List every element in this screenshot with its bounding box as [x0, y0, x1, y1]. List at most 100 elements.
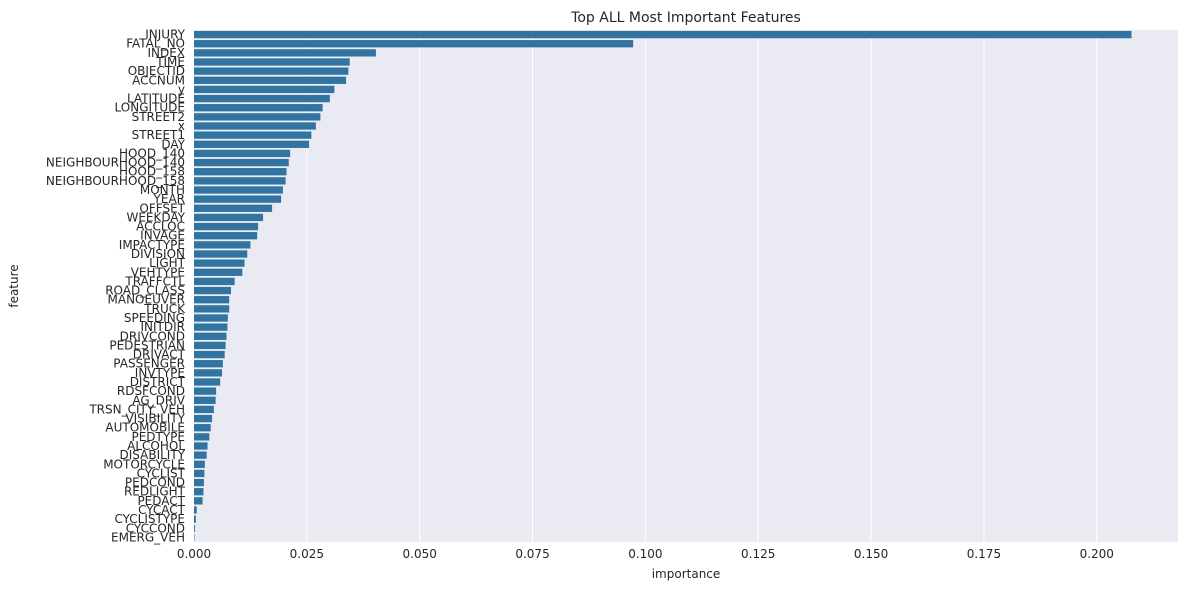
x-axis-label: importance	[652, 567, 721, 581]
category-label: CYCCOND	[126, 521, 185, 535]
category-label: RDSFCOND	[117, 384, 185, 398]
bar	[194, 168, 287, 176]
bar	[194, 177, 286, 185]
category-label: TRSN_CITY_VEH	[88, 402, 185, 416]
bar	[194, 67, 349, 75]
category-label: INVTYPE	[135, 366, 185, 380]
bar	[194, 94, 330, 103]
bar	[194, 350, 225, 359]
category-label: ACCNUM	[132, 73, 185, 87]
bar	[194, 158, 289, 167]
bar	[194, 277, 235, 286]
bar	[194, 378, 221, 386]
category-label: OBJECTID	[128, 64, 185, 78]
bar	[194, 478, 204, 487]
bar	[194, 369, 222, 377]
bar	[194, 140, 310, 148]
category-label: AUTOMOBILE	[105, 421, 185, 435]
category-label: PEDTYPE	[131, 430, 185, 444]
bar	[194, 451, 207, 459]
category-label: NEIGHBOURHOOD_158	[46, 174, 185, 188]
category-label: LONGITUDE	[115, 101, 185, 115]
bar	[194, 232, 258, 240]
bar	[194, 131, 312, 139]
category-label: LIGHT	[149, 256, 186, 270]
category-label: STREET2	[132, 110, 185, 124]
category-label: PEDESTRIAN	[109, 338, 185, 352]
category-label: STREET1	[132, 128, 185, 142]
bar	[194, 76, 347, 84]
category-label: TRAFFCTL	[124, 274, 185, 288]
bar	[194, 323, 228, 331]
category-label: DISTRICT	[130, 375, 186, 389]
bar	[194, 360, 223, 368]
bar	[194, 433, 210, 441]
bar	[194, 296, 230, 304]
x-tick-label: 0.025	[290, 547, 324, 561]
category-label: DIVISION	[131, 247, 185, 261]
plot-background	[194, 30, 1178, 542]
category-label: DRIVACT	[133, 348, 186, 362]
bar	[194, 85, 335, 94]
x-tick-label: 0.000	[177, 547, 211, 561]
category-label: ACCLOC	[136, 220, 185, 234]
category-label: OFFSET	[139, 201, 185, 215]
bar	[194, 424, 211, 432]
category-label: DAY	[161, 137, 185, 151]
x-tick-label: 0.100	[628, 547, 662, 561]
bar	[194, 104, 323, 112]
category-label: MANOEUVER	[108, 293, 185, 307]
bar	[194, 414, 213, 423]
y-axis-label: feature	[7, 264, 21, 307]
category-label: SPEEDING	[124, 311, 185, 325]
category-label: AG_DRIV	[132, 393, 185, 407]
bar	[194, 250, 248, 258]
bar	[194, 58, 350, 66]
category-label: CYCLISTYPE	[114, 512, 185, 526]
category-label: IMPACTYPE	[119, 238, 185, 252]
x-tick-label: 0.150	[854, 547, 888, 561]
category-label: DISABILITY	[120, 448, 186, 462]
category-label: INJURY	[145, 28, 185, 42]
bar	[194, 122, 316, 130]
category-label: MOTORCYCLE	[103, 457, 185, 471]
bar	[194, 268, 243, 276]
x-tick-label: 0.050	[403, 547, 437, 561]
category-label: PEDCOND	[125, 476, 185, 490]
category-label: HOOD_158	[119, 165, 185, 179]
bar	[194, 195, 282, 203]
bar	[194, 497, 203, 505]
bar	[194, 213, 264, 222]
x-tick-label: 0.125	[741, 547, 775, 561]
category-label: ALCOHOL	[127, 439, 185, 453]
bar	[194, 49, 376, 57]
category-label: EMERG_VEH	[111, 530, 185, 544]
bar	[194, 259, 245, 267]
category-label: x	[178, 119, 185, 133]
category-label: CYCACT	[138, 503, 186, 517]
bar	[194, 149, 291, 158]
bar	[194, 405, 214, 414]
category-label: PASSENGER	[113, 357, 185, 371]
bar	[194, 186, 283, 194]
bar	[194, 30, 1132, 39]
category-label: VEHTYPE	[131, 265, 185, 279]
category-label: DRIVCOND	[120, 329, 185, 343]
category-label: YEAR	[153, 192, 185, 206]
category-labels: INJURYFATAL_NOINDEXTIMEOBJECTIDACCNUMyLA…	[46, 28, 186, 545]
category-label: PEDACT	[137, 494, 185, 508]
category-label: MONTH	[140, 183, 185, 197]
x-tick-label: 0.075	[515, 547, 549, 561]
category-label: INVAGE	[140, 229, 185, 243]
category-label: TIME	[155, 55, 185, 69]
bar	[194, 286, 232, 295]
x-tick-label: 0.175	[967, 547, 1001, 561]
bar	[194, 332, 227, 340]
bar	[194, 113, 321, 121]
bar	[194, 387, 217, 395]
bar	[194, 241, 251, 249]
category-label: y	[178, 82, 185, 96]
x-tick-labels: 0.000 0.025 0.050 0.075 0.100 0.125 0.150 0.175…	[177, 547, 1114, 561]
bar	[194, 341, 226, 350]
